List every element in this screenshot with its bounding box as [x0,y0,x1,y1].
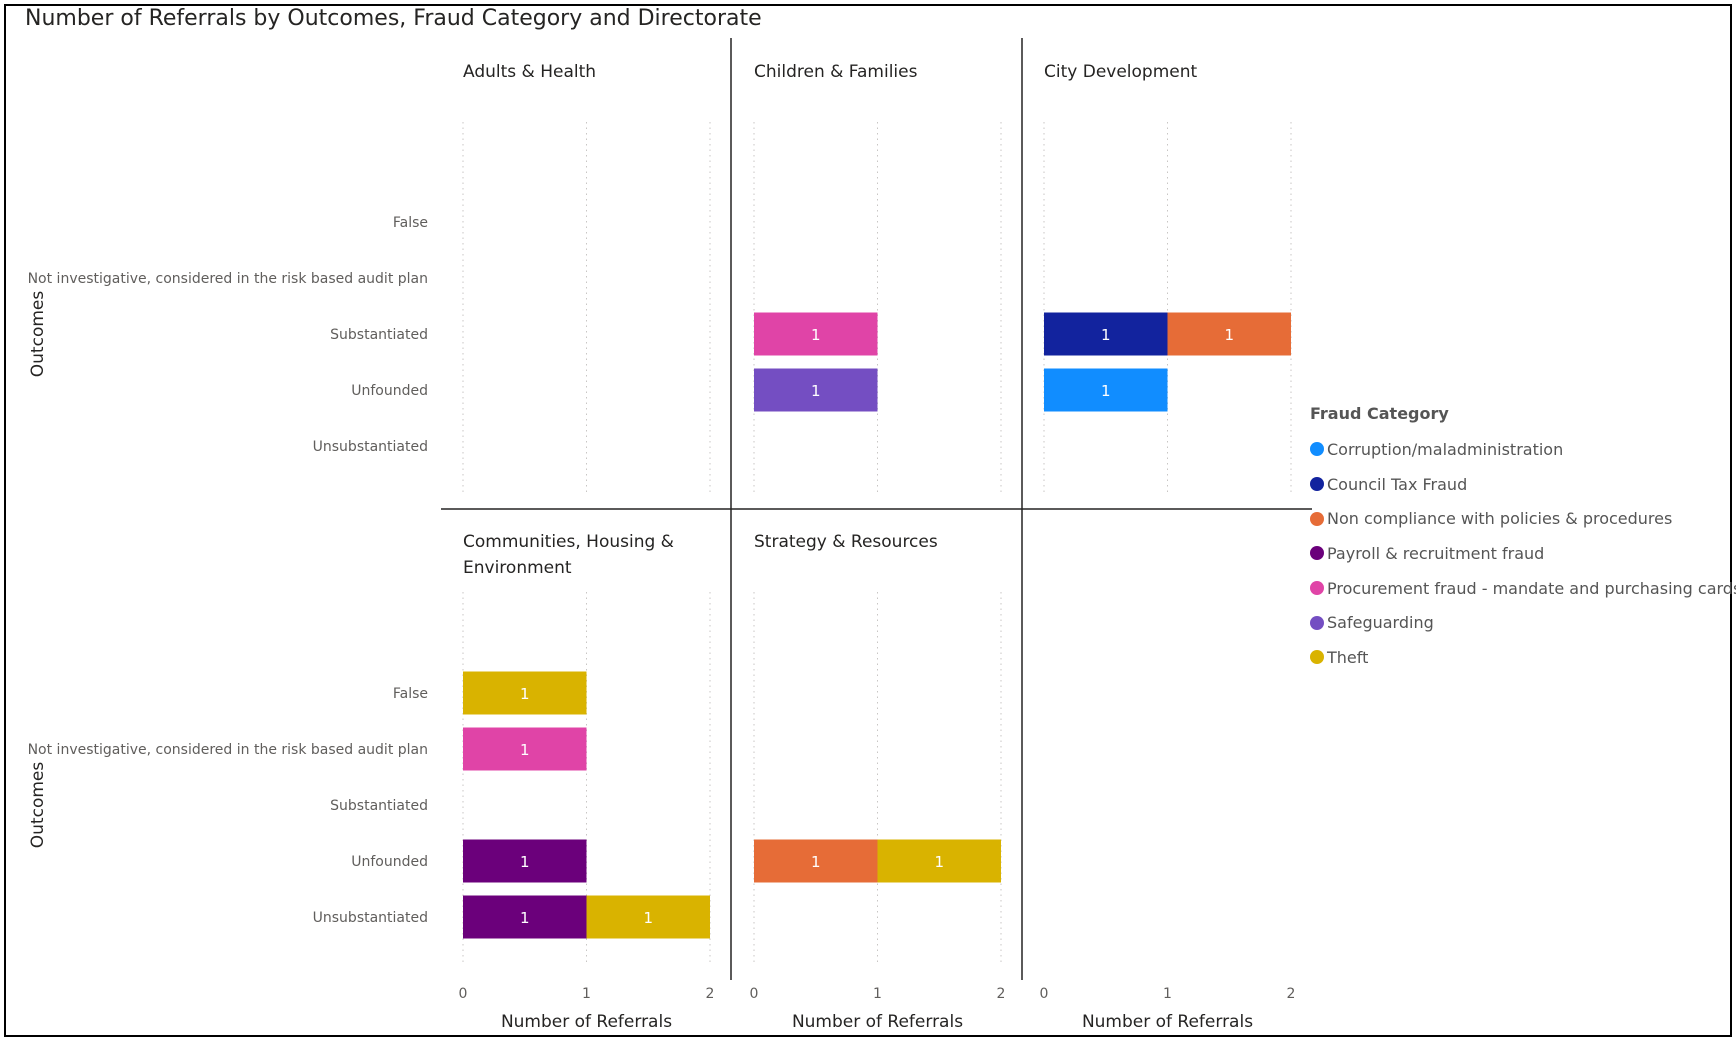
legend-item[interactable]: Safeguarding [1310,605,1730,640]
panel-title: City Development [1044,62,1198,82]
legend-swatch [1310,650,1324,665]
legend-label: Council Tax Fraud [1327,474,1468,494]
data-label: 1 [520,853,530,871]
legend-swatch [1310,442,1324,457]
panel-title: Communities, Housing & Environment [463,532,674,578]
legend-label: Non compliance with policies & procedure… [1327,509,1673,529]
legend-item[interactable]: Procurement fraud - mandate and purchasi… [1310,571,1736,606]
y-axis-title: Outcomes [28,291,48,378]
data-label: 1 [811,853,821,871]
bar-segment [463,727,587,771]
y-tick-label: Unfounded [351,383,428,399]
x-axis-title: Number of Referrals [792,1012,963,1032]
bar-segment [463,671,587,715]
data-label: 1 [520,909,530,927]
legend-swatch [1310,511,1324,526]
legend-item[interactable]: Non compliance with policies & procedure… [1310,501,1730,536]
visual-frame [4,4,1732,1037]
x-tick-label: 1 [873,986,882,1002]
legend-swatch [1310,546,1324,561]
legend-label: Procurement fraud - mandate and purchasi… [1327,578,1736,598]
x-tick-label: 0 [459,986,468,1002]
x-tick-label: 0 [1040,986,1049,1002]
bar-segment [1044,368,1168,412]
data-label: 1 [520,685,530,703]
panel-title-line: City Development [1044,62,1198,82]
data-label: 1 [1101,326,1111,344]
bar-segment [877,839,1001,883]
x-axis-title: Number of Referrals [501,1012,672,1032]
legend-item[interactable]: Council Tax Fraud [1310,467,1730,502]
legend-label: Theft [1327,647,1369,667]
legend: Fraud Category Corruption/maladministrat… [1310,404,1736,675]
x-tick-label: 0 [750,986,759,1002]
legend-label: Payroll & recruitment fraud [1327,543,1545,563]
x-tick-label: 2 [997,986,1006,1002]
data-label: 1 [811,382,821,400]
y-tick-label: False [393,686,428,702]
y-axis-title: Outcomes [28,762,48,849]
y-tick-label: Unsubstantiated [313,439,428,455]
data-label: 1 [1101,382,1111,400]
panel-title-line: Adults & Health [463,62,596,82]
y-tick-label: Unfounded [351,854,428,870]
x-tick-label: 2 [1287,986,1296,1002]
legend-item[interactable]: Theft [1310,640,1730,675]
legend-swatch [1310,615,1324,630]
y-tick-label: Unsubstantiated [313,910,428,926]
data-label: 1 [1224,326,1234,344]
panel-title-line: Strategy & Resources [754,532,938,552]
y-tick-label: False [393,215,428,231]
bar-segment [463,895,587,939]
y-tick-label: Not investigative, considered in the ris… [28,271,428,287]
bar-segment [1044,312,1168,356]
bar-segment [1167,312,1291,356]
panel-title: Children & Families [754,62,918,82]
data-label: 1 [811,326,821,344]
bar-segment [586,895,710,939]
bar-segment [754,839,878,883]
legend-item[interactable]: Corruption/maladministration [1310,432,1730,467]
panel-title-line: Environment [463,558,572,578]
bar-segment [754,368,878,412]
panel-title: Strategy & Resources [754,532,938,552]
y-tick-label: Substantiated [330,798,428,814]
panel-title: Adults & Health [463,62,596,82]
x-tick-label: 2 [706,986,715,1002]
y-tick-label: Substantiated [330,327,428,343]
legend-items: Corruption/maladministration Council Tax … [1310,432,1736,675]
legend-swatch [1310,477,1324,492]
legend-item[interactable]: Payroll & recruitment fraud [1310,536,1730,571]
legend-swatch [1310,581,1324,596]
panel-title-line: Communities, Housing & [463,532,674,552]
x-tick-label: 1 [1163,986,1172,1002]
bar-segment [754,312,878,356]
data-label: 1 [643,909,653,927]
data-label: 1 [520,741,530,759]
y-tick-label: Not investigative, considered in the ris… [28,742,428,758]
x-tick-label: 1 [582,986,591,1002]
legend-title: Fraud Category [1310,404,1449,423]
panel-title-line: Children & Families [754,62,918,82]
legend-label: Safeguarding [1327,613,1434,633]
data-label: 1 [934,853,944,871]
bar-segment [463,839,587,883]
chart-title: Number of Referrals by Outcomes, Fraud C… [25,6,762,31]
x-axis-title: Number of Referrals [1082,1012,1253,1032]
legend-label: Corruption/maladministration [1327,439,1564,459]
